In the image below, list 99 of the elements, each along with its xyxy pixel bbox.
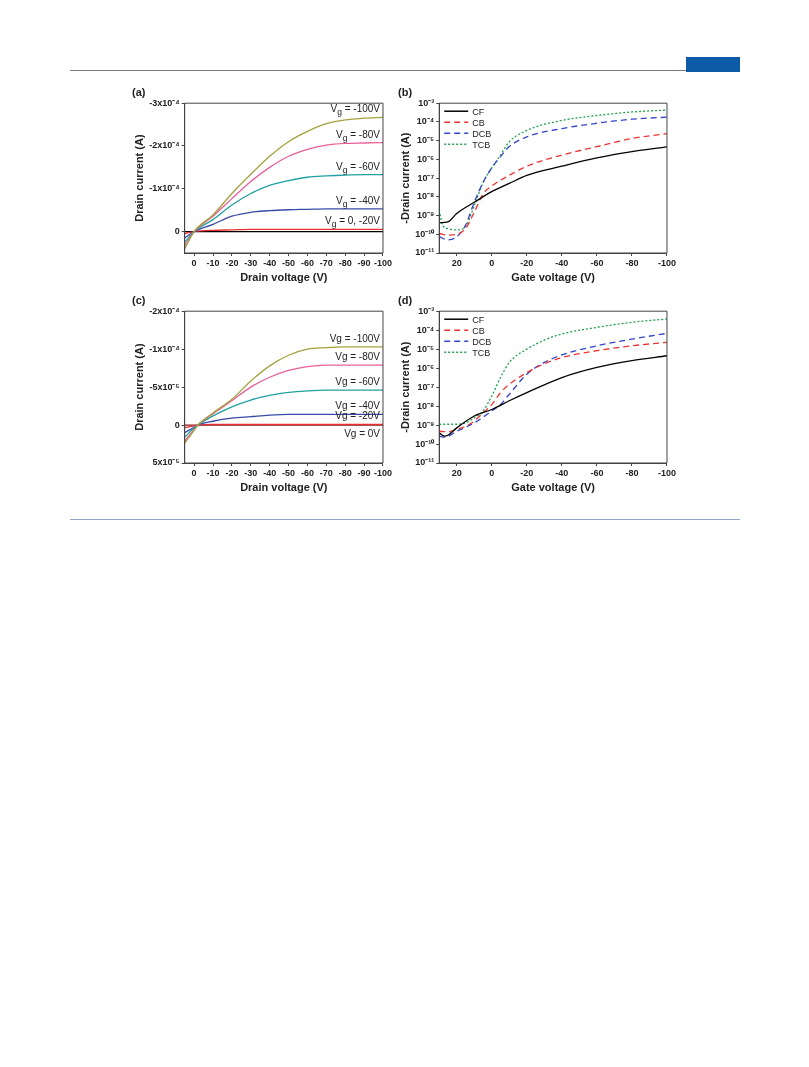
y-tick-label: 0 <box>174 226 180 237</box>
y-tick-label: -2x10⁻⁴ <box>149 305 180 316</box>
x-tick-label: -80 <box>625 467 639 478</box>
legend-label: CF <box>472 314 485 325</box>
x-tick-label: -60 <box>590 467 604 478</box>
y-tick-label: 10⁻⁶ <box>417 362 435 373</box>
line-series <box>184 364 383 442</box>
x-tick-label: -50 <box>282 257 296 268</box>
line-series <box>439 132 667 236</box>
x-tick-label: -40 <box>555 467 569 478</box>
x-tick-label: -70 <box>319 467 333 478</box>
x-axis-title: Gate voltage (V) <box>511 481 596 494</box>
y-axis-title: -Drain current (A) <box>398 341 411 433</box>
x-axis-title: Drain voltage (V) <box>240 481 328 494</box>
chart-title: (b) <box>398 85 413 98</box>
y-tick-label: 10⁻¹¹ <box>415 457 435 468</box>
x-tick-label: 0 <box>191 257 197 268</box>
y-tick-label: 10⁻⁷ <box>417 381 435 392</box>
legend-label: TCB <box>472 139 491 150</box>
y-tick-label: 10⁻³ <box>418 305 435 316</box>
y-tick-label: 10⁻¹⁰ <box>415 438 436 449</box>
x-tick-label: -60 <box>590 257 604 268</box>
x-tick-label: -10 <box>206 257 220 268</box>
y-tick-label: 10⁻⁵ <box>416 135 435 146</box>
y-tick-label: -5x10⁻⁵ <box>149 381 180 392</box>
chart-title: (c) <box>132 293 146 306</box>
x-tick-label: 20 <box>451 467 462 478</box>
y-tick-label: 5x10⁻⁵ <box>152 457 180 468</box>
legend-label: DCB <box>472 128 492 139</box>
y-tick-label: 10⁻⁵ <box>416 343 435 354</box>
x-tick-label: -100 <box>657 467 676 478</box>
legend-label: CF <box>472 106 485 117</box>
line-series <box>439 355 667 437</box>
y-tick-label: -2x10⁻⁴ <box>149 140 180 151</box>
x-axis-title: Gate voltage (V) <box>511 271 596 284</box>
x-tick-label: -60 <box>300 257 314 268</box>
x-tick-label: -10 <box>206 467 220 478</box>
y-tick-label: 10⁻¹⁰ <box>415 228 436 239</box>
series-label: Vg = -40V <box>335 400 381 412</box>
x-tick-label: 0 <box>489 467 495 478</box>
x-tick-label: -70 <box>319 257 333 268</box>
y-tick-label: 10⁻⁶ <box>417 153 435 164</box>
y-tick-label: 10⁻⁴ <box>416 116 435 127</box>
x-tick-label: -40 <box>263 257 277 268</box>
legend-label: TCB <box>472 347 491 358</box>
x-tick-label: -80 <box>338 257 352 268</box>
y-tick-label: 10⁻⁹ <box>416 419 435 430</box>
line-series <box>184 141 383 247</box>
line-series <box>184 208 383 239</box>
x-tick-label: -40 <box>263 467 277 478</box>
line-series <box>439 318 667 425</box>
y-tick-label: -1x10⁻⁴ <box>149 183 180 194</box>
y-axis-title: Drain current (A) <box>132 343 145 431</box>
chart-title: (d) <box>398 293 413 306</box>
legend-label: CB <box>472 117 485 128</box>
x-tick-label: -50 <box>282 467 296 478</box>
x-tick-label: -30 <box>244 467 258 478</box>
x-tick-label: -100 <box>373 257 392 268</box>
x-tick-label: -90 <box>357 257 371 268</box>
y-tick-label: 0 <box>174 419 180 430</box>
line-series <box>184 346 383 444</box>
y-tick-label: 10⁻⁸ <box>416 191 435 202</box>
x-tick-label: 0 <box>191 467 197 478</box>
x-tick-label: -90 <box>357 467 371 478</box>
line-series <box>184 389 383 438</box>
line-series <box>184 116 383 250</box>
y-axis-title: Drain current (A) <box>132 134 145 222</box>
chart-title: (a) <box>132 85 146 98</box>
line-series <box>184 174 383 243</box>
series-label: Vg = -80V <box>335 351 381 363</box>
line-series <box>439 146 667 224</box>
y-tick-label: 10⁻⁴ <box>416 324 435 335</box>
y-tick-label: 10⁻¹¹ <box>415 247 435 258</box>
y-tick-label: 10⁻⁷ <box>417 172 435 183</box>
x-tick-label: -40 <box>555 257 569 268</box>
x-axis-title: Drain voltage (V) <box>240 271 328 284</box>
x-tick-label: -20 <box>520 257 534 268</box>
x-tick-label: -20 <box>520 467 534 478</box>
y-tick-label: 10⁻⁸ <box>416 400 435 411</box>
x-tick-label: -20 <box>225 257 239 268</box>
series-label: Vg = 0V <box>344 428 381 440</box>
series-label: Vg = -100V <box>329 332 381 344</box>
x-tick-label: -30 <box>244 257 258 268</box>
x-tick-label: -80 <box>625 257 639 268</box>
y-tick-label: -3x10⁻⁴ <box>149 97 180 108</box>
legend-label: CB <box>472 325 485 336</box>
y-tick-label: 10⁻⁹ <box>416 210 435 221</box>
x-tick-label: -80 <box>338 467 352 478</box>
x-tick-label: -60 <box>300 467 314 478</box>
x-tick-label: -20 <box>225 467 239 478</box>
x-tick-label: -100 <box>373 467 392 478</box>
legend-label: DCB <box>472 336 492 347</box>
y-tick-label: -1x10⁻⁴ <box>149 343 180 354</box>
y-tick-label: 10⁻³ <box>418 97 435 108</box>
series-label: Vg = -60V <box>335 376 381 388</box>
y-axis-title: -Drain current (A) <box>398 132 411 224</box>
x-tick-label: 20 <box>451 257 462 268</box>
x-tick-label: 0 <box>489 257 495 268</box>
x-tick-label: -100 <box>657 257 676 268</box>
